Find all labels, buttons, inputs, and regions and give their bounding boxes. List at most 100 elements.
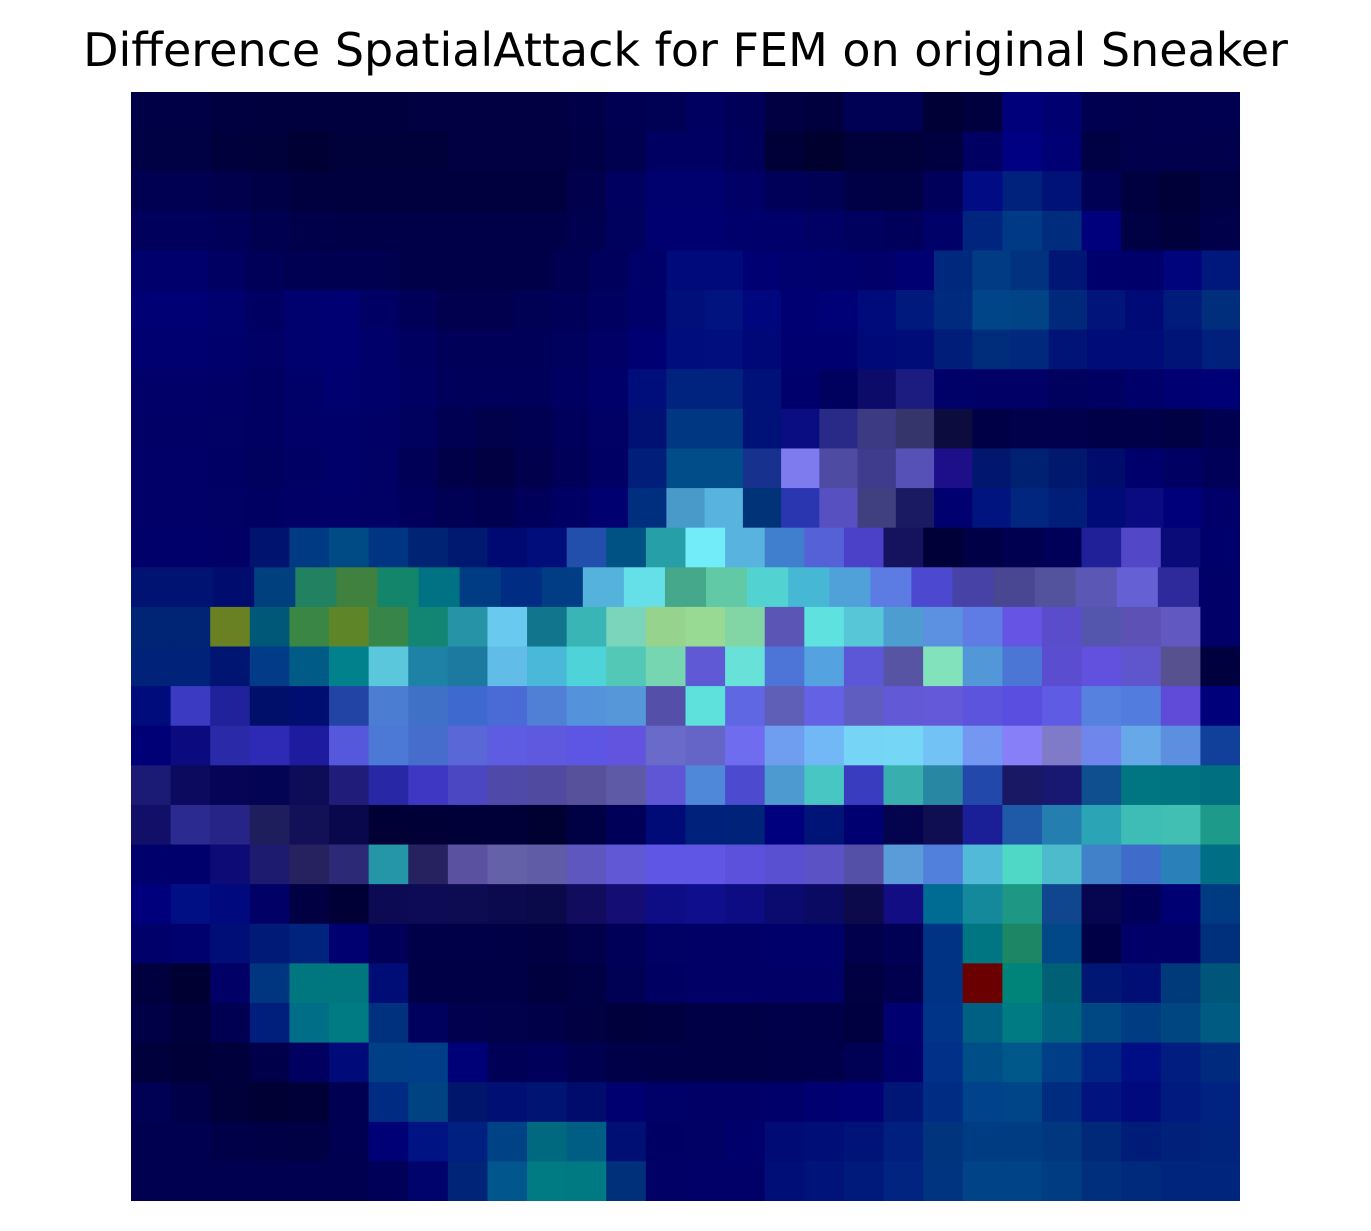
heatmap-cell-r24-c22 [1002,1042,1043,1083]
heatmap-cell-r0-c17 [804,92,845,133]
heatmap-cell-r20-c9 [487,884,528,925]
heatmap-cell-r12-c3 [254,567,296,608]
heatmap-cell-r10-c16 [742,488,782,529]
heatmap-cell-r13-c11 [566,606,607,648]
heatmap-cell-r11-c9 [487,527,528,568]
heatmap-cell-r9-c27 [1163,448,1203,489]
heatmap-cell-r15-c27 [1200,686,1240,727]
heatmap-cell-r16-c14 [685,725,726,766]
heatmap-cell-r0-c7 [408,92,449,133]
heatmap-cell-r5-c5 [322,290,362,331]
heatmap-cell-r11-c0 [131,527,172,568]
heatmap-cell-r15-c5 [329,686,370,727]
heatmap-cell-r18-c12 [606,804,647,846]
heatmap-cell-r6-c23 [1010,329,1050,370]
heatmap-cell-r3-c25 [1121,210,1162,252]
heatmap-cell-r17-c1 [170,765,211,806]
heatmap-cell-r23-c20 [923,1002,964,1044]
heatmap-cell-r7-c18 [819,369,859,410]
heatmap-cell-r8-c12 [589,408,629,450]
heatmap-cell-r7-c7 [398,369,438,410]
heatmap-cell-r2-c20 [923,171,964,212]
heatmap-cell-r22-c8 [447,963,489,1004]
heatmap-cell-r24-c8 [447,1042,489,1083]
heatmap-cell-r27-c1 [170,1161,211,1201]
heatmap-cell-r10-c7 [398,488,438,529]
heatmap-cell-r5-c15 [704,290,744,331]
heatmap-cell-r1-c8 [447,131,489,172]
heatmap-cell-r6-c4 [283,329,323,370]
heatmap-cell-r9-c13 [628,448,667,489]
heatmap-cell-r11-c1 [170,527,211,568]
heatmap-cell-r26-c0 [131,1121,172,1162]
heatmap-cell-r27-c11 [566,1161,607,1201]
heatmap-cell-r0-c22 [1002,92,1043,133]
heatmap-cell-r26-c16 [764,1121,805,1162]
heatmap-cell-r20-c12 [606,884,647,925]
heatmap-cell-r5-c2 [207,290,247,331]
heatmap-cell-r19-c10 [527,844,568,885]
heatmap-cell-r21-c4 [289,923,330,964]
heatmap-cell-r16-c25 [1121,725,1162,766]
heatmap-cell-r3-c0 [131,210,172,252]
heatmap-cell-r9-c14 [666,448,706,489]
heatmap-cell-r12-c22 [1034,567,1077,608]
heatmap-cell-r10-c0 [131,488,170,529]
heatmap-cell-r20-c23 [1041,884,1083,925]
heatmap-cell-r9-c17 [781,448,820,489]
heatmap-cell-r5-c12 [589,290,629,331]
heatmap-cell-r19-c27 [1200,844,1240,885]
heatmap-cell-r19-c21 [962,844,1003,885]
heatmap-cell-r22-c10 [527,963,568,1004]
heatmap-cell-r18-c18 [843,804,885,846]
heatmap-cell-r26-c7 [408,1121,449,1162]
heatmap-cell-r24-c16 [764,1042,805,1083]
heatmap-cell-r5-c0 [131,290,170,331]
heatmap-cell-r22-c6 [368,963,409,1004]
heatmap-cell-r18-c13 [645,804,687,846]
heatmap-cell-r14-c21 [962,646,1003,687]
heatmap-cell-r4-c12 [589,250,629,291]
heatmap-cell-r23-c25 [1121,1002,1162,1044]
heatmap-cell-r10-c23 [1010,488,1050,529]
heatmap-cell-r19-c22 [1002,844,1043,885]
heatmap-cell-r8-c6 [360,408,400,450]
heatmap-cell-r8-c13 [628,408,667,450]
heatmap-cell-r22-c17 [804,963,845,1004]
heatmap-cell-r16-c17 [804,725,845,766]
heatmap-cell-r20-c11 [566,884,607,925]
heatmap-cell-r23-c11 [566,1002,607,1044]
heatmap-cell-r19-c6 [368,844,409,885]
heatmap-cell-r11-c15 [725,527,766,568]
heatmap-cell-r26-c12 [606,1121,647,1162]
heatmap-cell-r11-c22 [1002,527,1043,568]
heatmap-cell-r10-c11 [551,488,591,529]
heatmap-cell-r11-c14 [685,527,726,568]
heatmap-cell-r24-c0 [131,1042,172,1083]
heatmap-cell-r1-c10 [527,131,568,172]
heatmap-cell-r21-c11 [566,923,607,964]
heatmap-cell-r5-c28 [1201,290,1240,331]
heatmap-cell-r27-c3 [249,1161,291,1201]
heatmap-cell-r8-c9 [475,408,515,450]
heatmap-cell-r24-c21 [962,1042,1003,1083]
heatmap-cell-r12-c10 [541,567,584,608]
heatmap-cell-r8-c3 [245,408,285,450]
heatmap-cell-r0-c2 [210,92,251,133]
heatmap-cell-r25-c19 [883,1082,924,1123]
heatmap-cell-r17-c21 [962,765,1003,806]
heatmap-cell-r25-c23 [1041,1082,1083,1123]
heatmap-cell-r7-c24 [1048,369,1088,410]
heatmap-cell-r21-c19 [883,923,924,964]
heatmap-cell-r8-c27 [1163,408,1203,450]
heatmap-cell-r18-c4 [289,804,330,846]
heatmap-cell-r10-c25 [1087,488,1126,529]
heatmap-cell-r14-c6 [368,646,409,687]
heatmap-cell-r17-c12 [606,765,647,806]
heatmap-cell-r16-c2 [210,725,251,766]
heatmap-cell-r3-c18 [843,210,885,252]
heatmap-cell-r18-c2 [210,804,251,846]
heatmap-cell-r2-c22 [1002,171,1043,212]
heatmap-cell-r27-c4 [289,1161,330,1201]
heatmap-cell-r5-c8 [436,290,476,331]
